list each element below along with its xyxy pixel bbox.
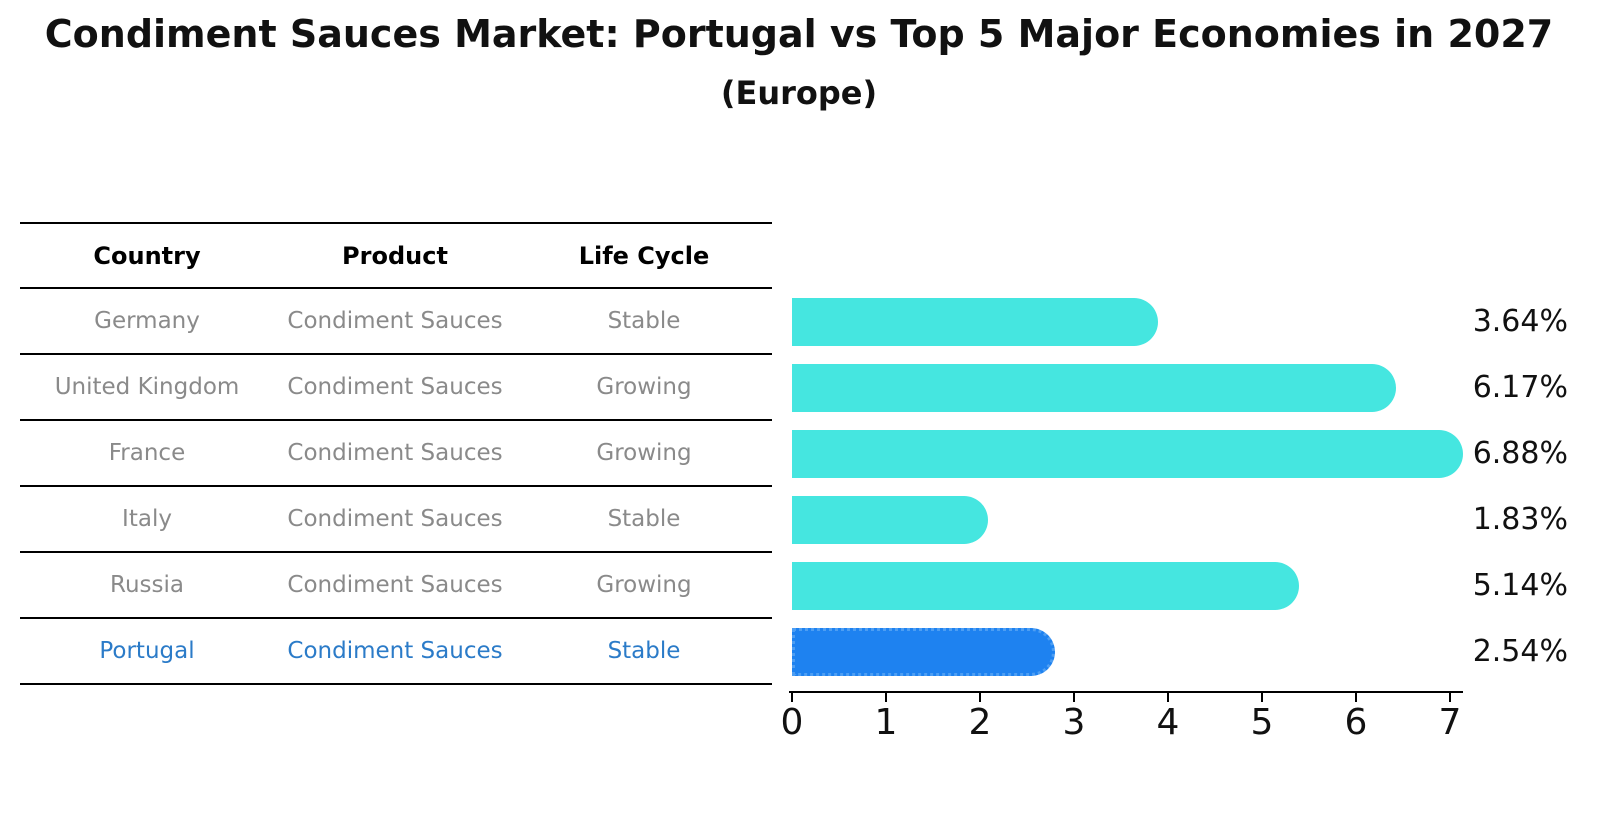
table-row-italy: Italy Condiment Sauces Stable	[20, 487, 772, 553]
lifecycle-cell: Stable	[607, 506, 681, 532]
x-axis-tick-label: 3	[1062, 702, 1086, 743]
bar-value-label: 6.88%	[1472, 436, 1568, 471]
product-cell: Condiment Sauces	[287, 374, 503, 400]
product-cell: Condiment Sauces	[287, 440, 503, 466]
x-axis	[789, 691, 1463, 693]
product-cell: Condiment Sauces	[287, 308, 503, 334]
table-row-germany: Germany Condiment Sauces Stable	[20, 289, 772, 355]
country-cell: Italy	[122, 506, 172, 532]
country-table: Country Product Life Cycle Germany Condi…	[20, 222, 772, 685]
table-row-portugal: Portugal Condiment Sauces Stable	[20, 619, 772, 685]
x-axis-tick-label: 0	[780, 702, 804, 743]
table-header-row: Country Product Life Cycle	[20, 224, 772, 289]
column-header-country: Country	[93, 241, 201, 270]
bar-italy	[792, 496, 989, 544]
product-cell: Condiment Sauces	[287, 638, 503, 664]
x-axis-tick-label: 7	[1438, 702, 1462, 743]
bar-value-label: 3.64%	[1472, 304, 1568, 339]
x-axis-tick	[791, 693, 793, 702]
table-row-russia: Russia Condiment Sauces Growing	[20, 553, 772, 619]
x-axis-tick	[979, 693, 981, 702]
country-cell: Germany	[94, 308, 200, 334]
bar-france	[792, 430, 1463, 478]
country-cell: Portugal	[99, 638, 195, 664]
x-axis-tick	[885, 693, 887, 702]
country-cell: France	[108, 440, 186, 466]
chart-title: Condiment Sauces Market: Portugal vs Top…	[44, 12, 1554, 56]
x-axis-tick-label: 1	[874, 702, 898, 743]
x-axis-tick	[1073, 693, 1075, 702]
table-row-france: France Condiment Sauces Growing	[20, 421, 772, 487]
x-axis-tick	[1261, 693, 1263, 702]
chart-subtitle: (Europe)	[720, 74, 878, 112]
bar-germany	[792, 298, 1159, 346]
column-header-product: Product	[342, 241, 448, 270]
bar-value-label: 5.14%	[1472, 568, 1568, 603]
product-cell: Condiment Sauces	[287, 572, 503, 598]
lifecycle-cell: Stable	[607, 638, 681, 664]
country-cell: United Kingdom	[54, 374, 240, 400]
column-header-lifecycle: Life Cycle	[578, 241, 710, 270]
x-axis-tick-label: 6	[1344, 702, 1368, 743]
lifecycle-cell: Growing	[596, 440, 692, 466]
bar-united-kingdom	[792, 364, 1396, 412]
product-cell: Condiment Sauces	[287, 506, 503, 532]
bar-value-label: 1.83%	[1472, 502, 1568, 537]
bar-value-label: 2.54%	[1472, 634, 1568, 669]
lifecycle-cell: Stable	[607, 308, 681, 334]
x-axis-tick-label: 4	[1156, 702, 1180, 743]
x-axis-tick	[1355, 693, 1357, 702]
lifecycle-cell: Growing	[596, 374, 692, 400]
bar-russia	[792, 562, 1300, 610]
x-axis-tick-label: 5	[1250, 702, 1274, 743]
bar-value-label: 6.17%	[1472, 370, 1568, 405]
x-axis-tick	[1449, 693, 1451, 702]
lifecycle-cell: Growing	[596, 572, 692, 598]
country-cell: Russia	[110, 572, 184, 598]
bar-portugal	[792, 628, 1055, 676]
table-row-united-kingdom: United Kingdom Condiment Sauces Growing	[20, 355, 772, 421]
x-axis-tick	[1167, 693, 1169, 702]
x-axis-tick-label: 2	[968, 702, 992, 743]
